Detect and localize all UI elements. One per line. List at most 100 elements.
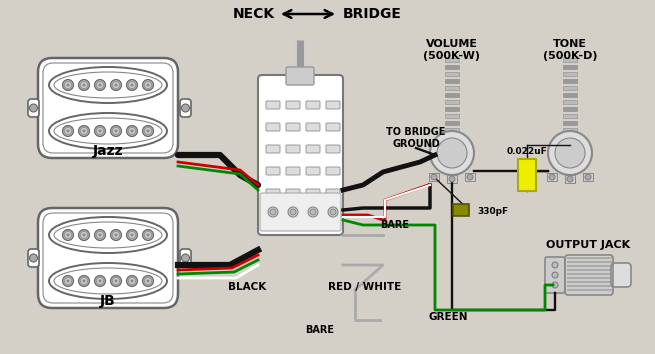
Bar	[563, 121, 577, 125]
Circle shape	[128, 127, 136, 135]
Text: NECK: NECK	[233, 7, 275, 21]
Circle shape	[62, 229, 73, 240]
Circle shape	[98, 130, 102, 132]
Circle shape	[449, 176, 455, 182]
Circle shape	[83, 130, 86, 132]
Circle shape	[94, 126, 105, 137]
Circle shape	[67, 84, 69, 86]
Bar	[567, 269, 612, 271]
Ellipse shape	[54, 72, 162, 98]
Bar	[567, 273, 612, 275]
Circle shape	[130, 280, 134, 282]
Circle shape	[113, 232, 119, 239]
FancyBboxPatch shape	[28, 249, 39, 267]
Text: Jazz: Jazz	[93, 144, 123, 158]
FancyBboxPatch shape	[266, 167, 280, 175]
Circle shape	[96, 232, 103, 239]
FancyBboxPatch shape	[326, 123, 340, 131]
Bar	[447, 175, 457, 183]
Bar	[567, 285, 612, 287]
Circle shape	[81, 127, 88, 135]
Circle shape	[145, 127, 151, 135]
Bar	[445, 142, 459, 146]
Text: BRIDGE: BRIDGE	[343, 7, 402, 21]
Bar	[429, 173, 439, 181]
Bar	[445, 114, 459, 118]
Bar	[567, 289, 612, 291]
Circle shape	[113, 127, 119, 135]
FancyBboxPatch shape	[28, 99, 39, 117]
Ellipse shape	[54, 222, 162, 248]
Circle shape	[64, 232, 71, 239]
Bar	[445, 121, 459, 125]
Bar	[445, 135, 459, 139]
FancyBboxPatch shape	[266, 101, 280, 109]
Circle shape	[81, 232, 88, 239]
Circle shape	[113, 278, 119, 285]
Circle shape	[126, 80, 138, 91]
FancyBboxPatch shape	[286, 189, 300, 197]
Circle shape	[552, 282, 558, 288]
FancyBboxPatch shape	[260, 193, 341, 231]
FancyBboxPatch shape	[180, 99, 191, 117]
Bar	[567, 261, 612, 263]
Bar	[563, 114, 577, 118]
Circle shape	[585, 174, 591, 180]
Circle shape	[94, 275, 105, 286]
Bar	[567, 281, 612, 283]
Circle shape	[111, 275, 121, 286]
Bar	[563, 128, 577, 132]
Ellipse shape	[54, 118, 162, 144]
FancyBboxPatch shape	[326, 145, 340, 153]
Text: BLACK: BLACK	[228, 282, 266, 292]
Circle shape	[83, 234, 86, 236]
FancyBboxPatch shape	[306, 123, 320, 131]
Bar	[563, 142, 577, 146]
Circle shape	[548, 131, 592, 175]
Circle shape	[126, 126, 138, 137]
Circle shape	[143, 126, 153, 137]
Circle shape	[81, 81, 88, 88]
FancyBboxPatch shape	[286, 123, 300, 131]
Circle shape	[290, 209, 296, 215]
Circle shape	[96, 278, 103, 285]
Bar	[567, 277, 612, 279]
Circle shape	[94, 229, 105, 240]
Bar	[445, 65, 459, 69]
Circle shape	[328, 207, 338, 217]
FancyBboxPatch shape	[286, 101, 300, 109]
Bar	[563, 58, 577, 62]
Circle shape	[115, 280, 117, 282]
Circle shape	[128, 278, 136, 285]
Circle shape	[111, 126, 121, 137]
Circle shape	[467, 174, 473, 180]
Circle shape	[130, 234, 134, 236]
Circle shape	[126, 275, 138, 286]
Circle shape	[143, 275, 153, 286]
Circle shape	[64, 127, 71, 135]
FancyBboxPatch shape	[180, 249, 191, 267]
Circle shape	[552, 272, 558, 278]
Circle shape	[288, 207, 298, 217]
Bar	[567, 283, 612, 285]
Circle shape	[145, 232, 151, 239]
Circle shape	[96, 81, 103, 88]
Circle shape	[67, 130, 69, 132]
Bar	[445, 86, 459, 90]
Ellipse shape	[49, 113, 167, 149]
Circle shape	[128, 232, 136, 239]
FancyBboxPatch shape	[266, 145, 280, 153]
FancyBboxPatch shape	[43, 63, 173, 153]
Circle shape	[308, 207, 318, 217]
Bar	[567, 271, 612, 273]
Bar	[445, 72, 459, 76]
Circle shape	[437, 138, 467, 168]
Text: BARE: BARE	[305, 325, 335, 335]
Bar	[567, 291, 612, 293]
Circle shape	[64, 278, 71, 285]
Circle shape	[98, 234, 102, 236]
Ellipse shape	[54, 268, 162, 294]
Circle shape	[115, 84, 117, 86]
FancyBboxPatch shape	[306, 189, 320, 197]
Bar	[567, 279, 612, 281]
